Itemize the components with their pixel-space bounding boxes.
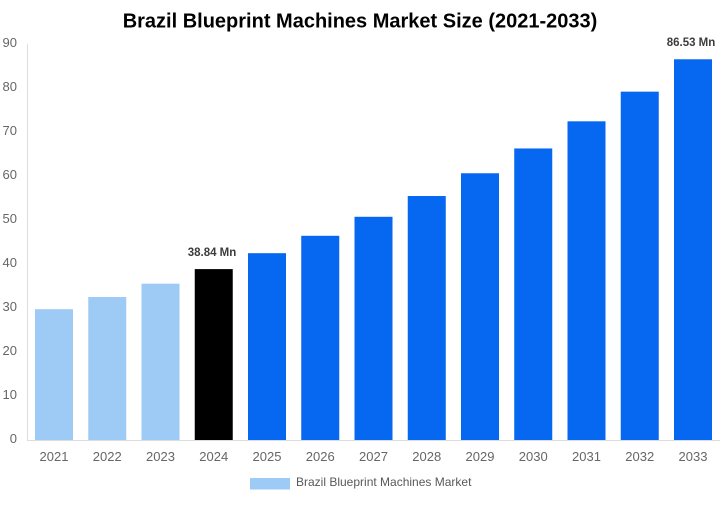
svg-text:60: 60 <box>3 167 17 182</box>
svg-text:2027: 2027 <box>359 449 388 464</box>
svg-text:30: 30 <box>3 299 17 314</box>
svg-text:90: 90 <box>3 35 17 50</box>
svg-text:2033: 2033 <box>679 449 708 464</box>
svg-text:38.84 Mn: 38.84 Mn <box>188 247 237 259</box>
svg-text:2032: 2032 <box>625 449 654 464</box>
svg-text:2026: 2026 <box>306 449 335 464</box>
svg-text:50: 50 <box>3 211 17 226</box>
svg-text:20: 20 <box>3 343 17 358</box>
svg-text:2030: 2030 <box>519 449 548 464</box>
svg-text:70: 70 <box>3 123 17 138</box>
svg-text:2022: 2022 <box>93 449 122 464</box>
svg-text:2025: 2025 <box>253 449 282 464</box>
svg-text:40: 40 <box>3 255 17 270</box>
svg-text:2028: 2028 <box>412 449 441 464</box>
svg-text:2021: 2021 <box>40 449 69 464</box>
svg-text:Brazil Blueprint Machines Mark: Brazil Blueprint Machines Market <box>296 475 472 489</box>
svg-text:0: 0 <box>10 431 17 446</box>
svg-text:2029: 2029 <box>466 449 495 464</box>
svg-text:2031: 2031 <box>572 449 601 464</box>
svg-text:2024: 2024 <box>199 449 228 464</box>
svg-text:80: 80 <box>3 79 17 94</box>
svg-text:2023: 2023 <box>146 449 175 464</box>
svg-text:86.53 Mn: 86.53 Mn <box>667 37 716 49</box>
svg-text:Brazil Blueprint Machines Mark: Brazil Blueprint Machines Market Size (2… <box>123 11 598 33</box>
svg-text:10: 10 <box>3 387 17 402</box>
